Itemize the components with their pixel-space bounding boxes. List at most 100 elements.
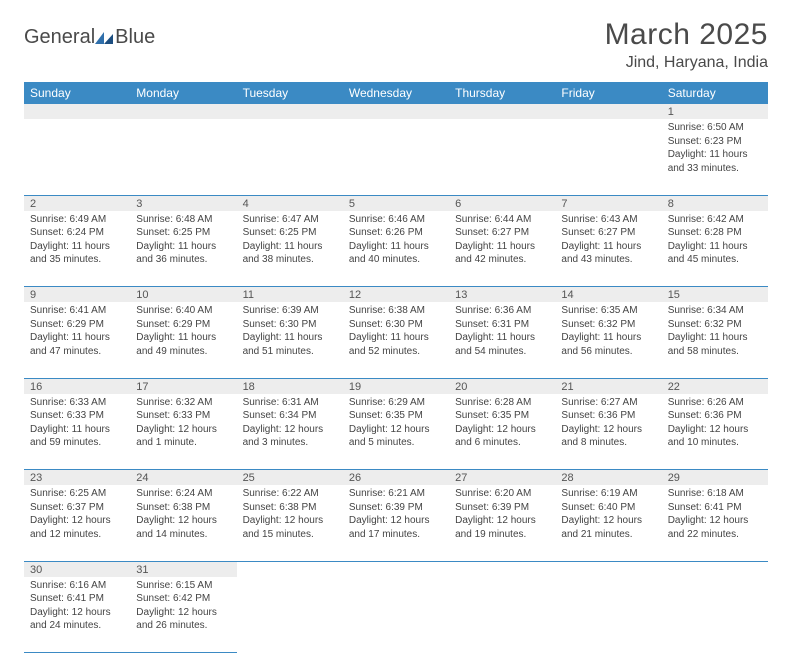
day-cell: Sunrise: 6:40 AMSunset: 6:29 PMDaylight:…: [130, 302, 236, 378]
detail-line: Daylight: 11 hours: [30, 240, 124, 254]
day-cell: Sunrise: 6:44 AMSunset: 6:27 PMDaylight:…: [449, 211, 555, 287]
detail-line: Sunset: 6:41 PM: [668, 501, 762, 515]
day-number: [555, 561, 661, 577]
day-cell: Sunrise: 6:22 AMSunset: 6:38 PMDaylight:…: [237, 485, 343, 561]
day-number: 22: [662, 378, 768, 394]
day-cell: Sunrise: 6:26 AMSunset: 6:36 PMDaylight:…: [662, 394, 768, 470]
detail-line: Sunset: 6:38 PM: [243, 501, 337, 515]
detail-line: and 10 minutes.: [668, 436, 762, 450]
detail-line: Sunset: 6:37 PM: [30, 501, 124, 515]
detail-line: Sunset: 6:29 PM: [30, 318, 124, 332]
day-cell: [662, 577, 768, 653]
detail-line: Sunrise: 6:28 AM: [455, 396, 549, 410]
detail-line: Sunset: 6:28 PM: [668, 226, 762, 240]
day-cell: Sunrise: 6:42 AMSunset: 6:28 PMDaylight:…: [662, 211, 768, 287]
detail-line: and 14 minutes.: [136, 528, 230, 542]
detail-line: Sunrise: 6:16 AM: [30, 579, 124, 593]
detail-line: Sunrise: 6:18 AM: [668, 487, 762, 501]
detail-line: and 56 minutes.: [561, 345, 655, 359]
detail-line: Daylight: 11 hours: [349, 240, 443, 254]
day-cell: [555, 577, 661, 653]
detail-line: Sunrise: 6:34 AM: [668, 304, 762, 318]
detail-line: Sunrise: 6:33 AM: [30, 396, 124, 410]
detail-line: Daylight: 12 hours: [30, 514, 124, 528]
day-number: 10: [130, 287, 236, 303]
detail-line: Daylight: 12 hours: [455, 423, 549, 437]
detail-line: Sunrise: 6:43 AM: [561, 213, 655, 227]
detail-line: Sunset: 6:42 PM: [136, 592, 230, 606]
day-cell: [237, 577, 343, 653]
detail-line: Sunset: 6:36 PM: [668, 409, 762, 423]
day-details: Sunrise: 6:29 AMSunset: 6:35 PMDaylight:…: [343, 394, 449, 454]
day-content-row: Sunrise: 6:33 AM Sunset: 6:33 PM Daylight:…: [24, 394, 768, 470]
detail-line: and 54 minutes.: [455, 345, 549, 359]
detail-line: Sunset: 6:35 PM: [455, 409, 549, 423]
flag-icon: [95, 30, 113, 46]
detail-line: Sunset: 6:33 PM: [136, 409, 230, 423]
day-cell: Sunrise: 6:32 AMSunset: 6:33 PMDaylight:…: [130, 394, 236, 470]
detail-line: Sunrise: 6:50 AM: [668, 121, 762, 135]
day-content-row: Sunrise: 6:16 AMSunset: 6:41 PMDaylight:…: [24, 577, 768, 653]
detail-line: Sunset: 6:32 PM: [561, 318, 655, 332]
day-number-row: 23242526272829: [24, 470, 768, 486]
detail-line: Daylight: 11 hours: [136, 240, 230, 254]
detail-line: and 47 minutes.: [30, 345, 124, 359]
weekday-header: Thursday: [449, 82, 555, 104]
day-number: 2: [24, 195, 130, 211]
detail-line: Daylight: 11 hours: [561, 240, 655, 254]
day-content-row: Sunrise: 6:25 AMSunset: 6:37 PMDaylight:…: [24, 485, 768, 561]
day-cell: Sunrise: 6:29 AMSunset: 6:35 PMDaylight:…: [343, 394, 449, 470]
title-block: March 2025 Jind, Haryana, India: [605, 18, 768, 72]
day-number: 24: [130, 470, 236, 486]
detail-line: Daylight: 11 hours: [30, 423, 124, 437]
day-number: 21: [555, 378, 661, 394]
detail-line: Daylight: 11 hours: [243, 331, 337, 345]
day-cell: [24, 119, 130, 195]
day-number: [555, 104, 661, 119]
day-cell: Sunrise: 6:28 AMSunset: 6:35 PMDaylight:…: [449, 394, 555, 470]
day-number-row: 3031: [24, 561, 768, 577]
day-cell: [343, 119, 449, 195]
day-details: Sunrise: 6:18 AMSunset: 6:41 PMDaylight:…: [662, 485, 768, 545]
day-details: Sunrise: 6:20 AMSunset: 6:39 PMDaylight:…: [449, 485, 555, 545]
detail-line: Daylight: 11 hours: [561, 331, 655, 345]
logo-text-a: General: [24, 26, 95, 49]
day-cell: Sunrise: 6:16 AMSunset: 6:41 PMDaylight:…: [24, 577, 130, 653]
day-details: Sunrise: 6:28 AMSunset: 6:35 PMDaylight:…: [449, 394, 555, 454]
day-cell: Sunrise: 6:35 AMSunset: 6:32 PMDaylight:…: [555, 302, 661, 378]
detail-line: Sunrise: 6:32 AM: [136, 396, 230, 410]
day-cell: Sunrise: 6:47 AMSunset: 6:25 PMDaylight:…: [237, 211, 343, 287]
detail-line: and 42 minutes.: [455, 253, 549, 267]
detail-line: Sunset: 6:36 PM: [561, 409, 655, 423]
detail-line: Sunset: 6:26 PM: [349, 226, 443, 240]
day-details: Sunrise: 6:21 AMSunset: 6:39 PMDaylight:…: [343, 485, 449, 545]
day-number: 15: [662, 287, 768, 303]
weekday-header: Sunday: [24, 82, 130, 104]
day-number: 18: [237, 378, 343, 394]
day-cell: Sunrise: 6:34 AMSunset: 6:32 PMDaylight:…: [662, 302, 768, 378]
weekday-header-row: SundayMondayTuesdayWednesdayThursdayFrid…: [24, 82, 768, 104]
day-number: 14: [555, 287, 661, 303]
day-details: Sunrise: 6:39 AMSunset: 6:30 PMDaylight:…: [237, 302, 343, 362]
detail-line: Sunrise: 6:49 AM: [30, 213, 124, 227]
detail-line: Daylight: 11 hours: [349, 331, 443, 345]
day-number: [237, 561, 343, 577]
detail-line: Daylight: 12 hours: [668, 423, 762, 437]
day-cell: [343, 577, 449, 653]
day-cell: Sunrise: 6:36 AMSunset: 6:31 PMDaylight:…: [449, 302, 555, 378]
day-details: Sunrise: 6:35 AMSunset: 6:32 PMDaylight:…: [555, 302, 661, 362]
day-details: Sunrise: 6:27 AMSunset: 6:36 PMDaylight:…: [555, 394, 661, 454]
detail-line: Sunrise: 6:47 AM: [243, 213, 337, 227]
day-number: 28: [555, 470, 661, 486]
detail-line: Daylight: 11 hours: [455, 240, 549, 254]
day-number: 16: [24, 378, 130, 394]
day-number: 25: [237, 470, 343, 486]
detail-line: and 43 minutes.: [561, 253, 655, 267]
day-number: 31: [130, 561, 236, 577]
day-number: 29: [662, 470, 768, 486]
detail-line: Daylight: 11 hours: [668, 331, 762, 345]
detail-line: and 5 minutes.: [349, 436, 443, 450]
detail-line: Daylight: 11 hours: [668, 148, 762, 162]
detail-line: and 49 minutes.: [136, 345, 230, 359]
detail-line: Daylight: 12 hours: [243, 423, 337, 437]
